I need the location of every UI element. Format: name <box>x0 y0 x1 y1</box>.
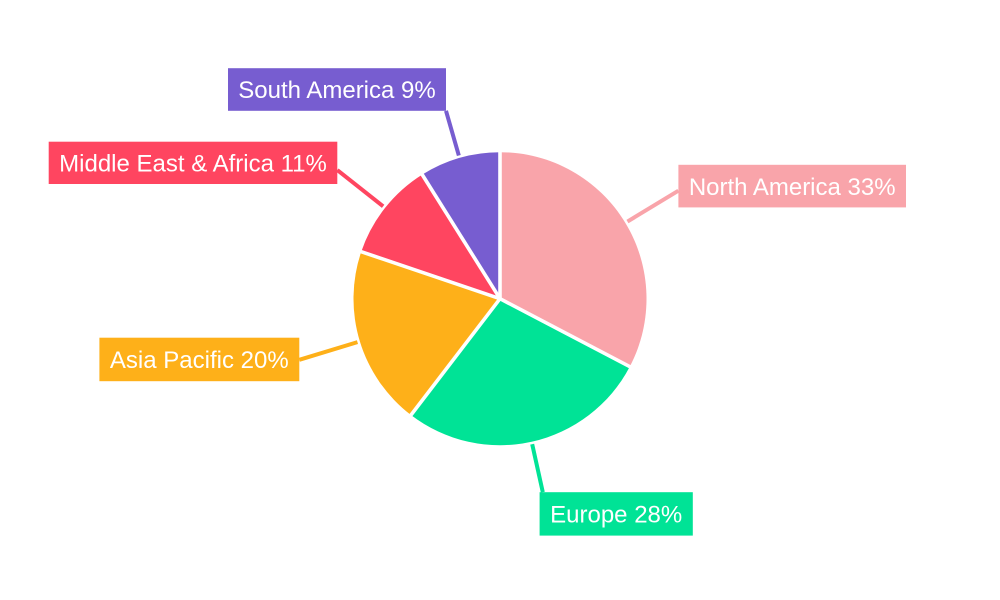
svg-text:North America 33%: North America 33% <box>689 174 896 201</box>
svg-text:South America 9%: South America 9% <box>238 77 435 104</box>
svg-text:Asia Pacific 20%: Asia Pacific 20% <box>110 347 289 374</box>
svg-text:Europe 28%: Europe 28% <box>550 502 682 529</box>
svg-text:Middle East & Africa 11%: Middle East & Africa 11% <box>59 151 327 178</box>
